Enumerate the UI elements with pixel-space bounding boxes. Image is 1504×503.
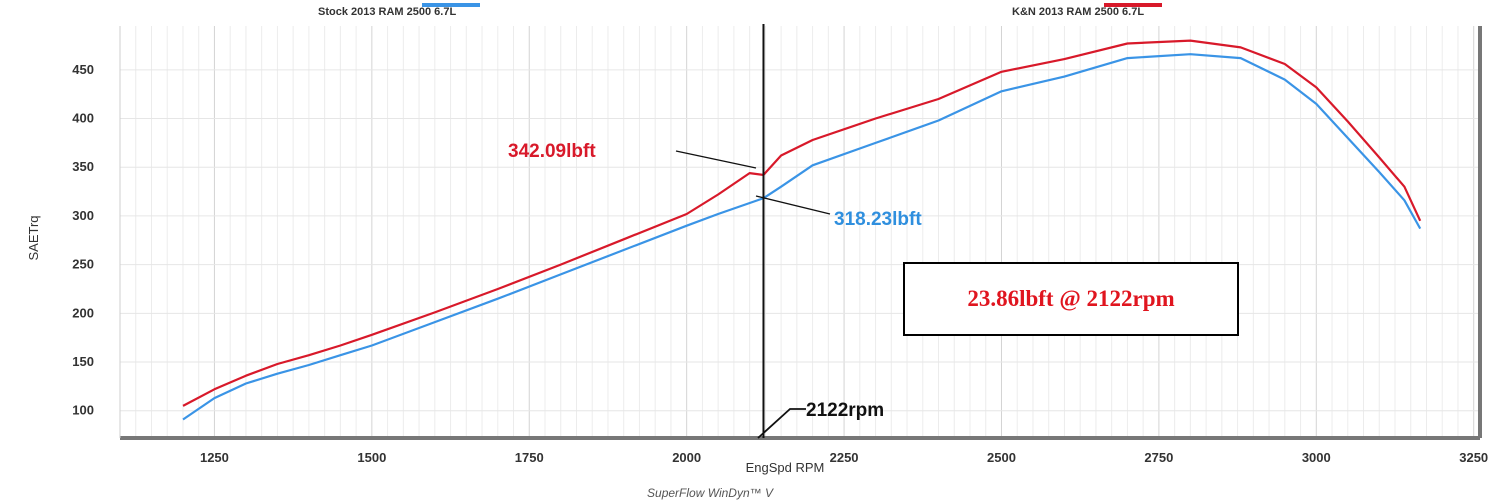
y-tick-label: 100: [72, 403, 94, 418]
kn-callout-leader: [675, 150, 757, 169]
footer-text: SuperFlow WinDyn™ V: [647, 486, 774, 500]
legend-label-stock: Stock 2013 RAM 2500 6.7L: [318, 6, 457, 18]
y-tick-label: 350: [72, 159, 94, 174]
x-tick-label: 2250: [830, 450, 859, 465]
x-tick-label: 2000: [672, 450, 701, 465]
chart-grid: [120, 26, 1480, 438]
chart-ticks: 1250 1500 1750 2000 2250 2500 2750 3000 3250 100 1…: [72, 62, 1488, 465]
x-tick-label: 1500: [357, 450, 386, 465]
chart-axes: [119, 26, 1482, 440]
stock-callout-leader: [755, 195, 831, 215]
series-line-stock: [182, 53, 1422, 421]
x-tick-label: 3250: [1459, 450, 1488, 465]
y-tick-label: 250: [72, 257, 94, 272]
x-tick-label: 1750: [515, 450, 544, 465]
kn-callout-label: 342.09lbft: [508, 141, 596, 162]
y-tick-label: 300: [72, 208, 94, 223]
rpm-callout-leader: [757, 408, 806, 439]
y-tick-label: 450: [72, 62, 94, 77]
stock-callout-label: 318.23lbft: [834, 209, 922, 230]
legend-swatch-stock: [422, 3, 480, 7]
y-tick-label: 200: [72, 305, 94, 320]
x-tick-label: 2500: [987, 450, 1016, 465]
x-tick-label: 3000: [1302, 450, 1331, 465]
summary-box: 23.86lbft @ 2122rpm: [903, 262, 1239, 336]
y-tick-label: 400: [72, 111, 94, 126]
legend-label-kn: K&N 2013 RAM 2500 6.7L: [1012, 6, 1145, 18]
legend-swatch-kn: [1104, 3, 1162, 7]
series-line-kn: [182, 39, 1422, 407]
x-tick-label: 2750: [1144, 450, 1173, 465]
y-tick-label: 150: [72, 354, 94, 369]
x-tick-label: 1250: [200, 450, 229, 465]
chart-series: [182, 39, 1422, 421]
rpm-callout-label: 2122rpm: [806, 400, 884, 421]
y-axis-title: SAETrq: [26, 215, 41, 260]
x-axis-title: EngSpd RPM: [746, 460, 825, 475]
